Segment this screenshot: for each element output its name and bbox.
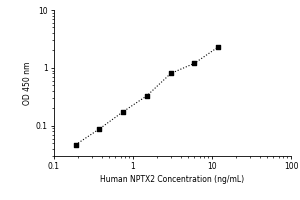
X-axis label: Human NPTX2 Concentration (ng/mL): Human NPTX2 Concentration (ng/mL) [100, 175, 244, 184]
Point [145, 94, 149, 97]
Point [121, 110, 125, 113]
Point [97, 127, 102, 131]
Y-axis label: OD 450 nm: OD 450 nm [22, 61, 32, 105]
Point [192, 62, 197, 65]
Point [73, 143, 78, 146]
Point [168, 72, 173, 75]
Point [216, 45, 221, 49]
